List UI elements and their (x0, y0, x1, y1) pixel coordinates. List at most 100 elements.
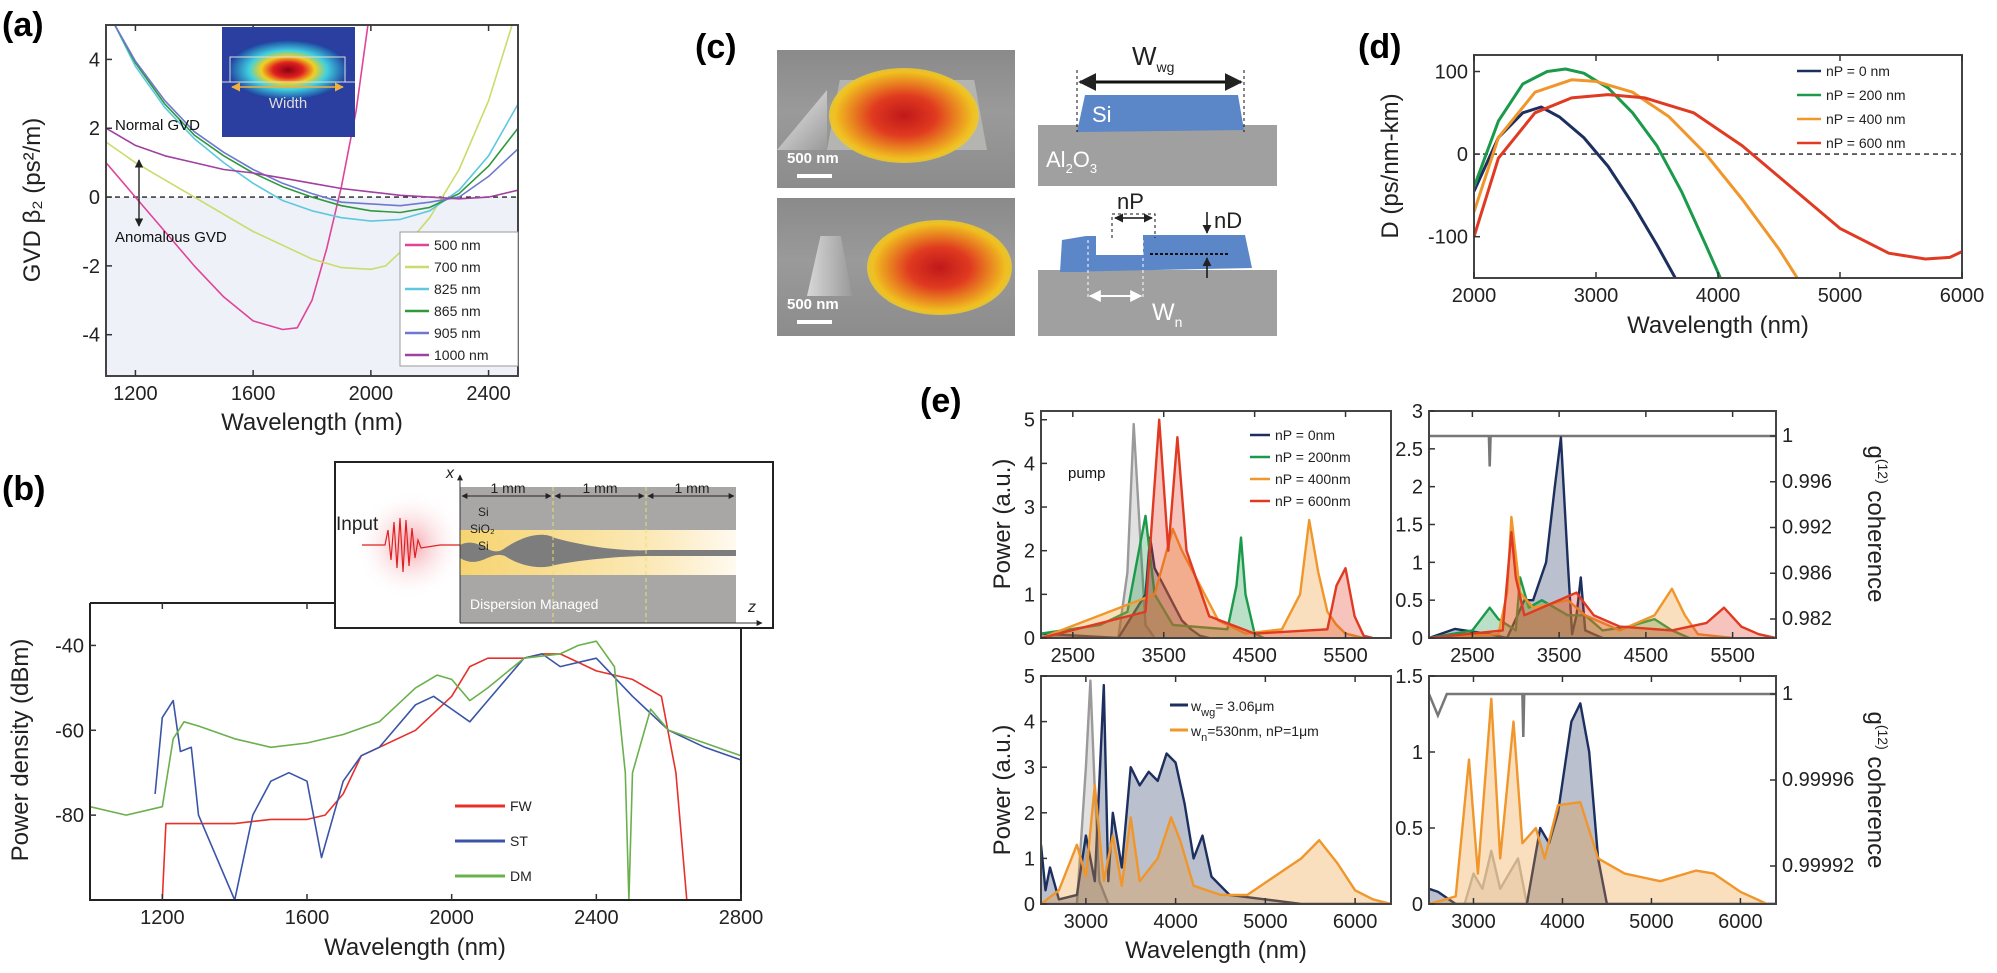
chart-e1: 2500 3500 4500 5500 0 1 2 3 4 5 Power (a.u.) (989, 410, 1392, 667)
y-tick-label: 1 (1024, 848, 1035, 870)
panel-label-c: (c) (695, 28, 737, 66)
legend-label: 700 nm (434, 259, 481, 275)
y-tick-label: 100 (1435, 62, 1468, 84)
panel-label-d: (d) (1358, 28, 1401, 66)
x-tick-label: 2500 (1450, 645, 1495, 667)
series-line-np-400-nm (1474, 78, 1799, 278)
legend-label: 500 nm (434, 237, 481, 253)
segment-3-label: 1 mm (675, 480, 710, 496)
y-tick-label: 0.5 (1395, 590, 1423, 612)
waveguide-schematic-notched: nP nD Wn (1038, 189, 1277, 336)
x-tick-label: 4500 (1232, 645, 1277, 667)
y-tick-label: 1 (1024, 584, 1035, 606)
y-axis-label: Power (a.u.) (989, 725, 1016, 856)
x-axis-label: Wavelength (nm) (1125, 937, 1307, 964)
x-tick-label: 2800 (719, 907, 764, 929)
legend-a: 500 nm 700 nm 825 nm 865 nm 905 nm 1000 nm (399, 231, 519, 367)
y-tick-label: 1 (1412, 742, 1423, 764)
series-fill-0 (1429, 437, 1603, 638)
y-tick-label: 0 (1024, 628, 1035, 650)
legend-e-bottom: wwg= 3.06μm wn=530nm, nP=1μm (1170, 698, 1319, 744)
sio2-label: SiO₂ (470, 522, 495, 536)
y-tick-label: -4 (82, 325, 100, 347)
y-tick-label: 2 (1024, 541, 1035, 563)
series-line-1000-nm (106, 127, 518, 200)
mode-profile-inset: Width (222, 27, 355, 137)
series-line-st (154, 653, 741, 900)
y-tick-label: 4 (89, 49, 100, 71)
plot-frame (1040, 410, 1392, 639)
y-axis-label: Power (a.u.) (989, 459, 1016, 590)
x-tick-label: 1200 (140, 907, 185, 929)
x-tick-label: 3000 (1574, 285, 1619, 307)
legend-d: nP = 0 nm nP = 200 nm nP = 400 nm nP = 600 … (1797, 63, 1906, 151)
input-pulse-icon (362, 517, 460, 573)
y-axis-label: Power density (dBm) (7, 639, 34, 862)
x-axis-label: Wavelength (nm) (221, 409, 403, 436)
y-tick-label: 5 (1024, 410, 1035, 432)
series-fill-2 (1429, 698, 1768, 904)
wn-label: Wn (1152, 299, 1182, 330)
series-fill-1 (1429, 577, 1690, 638)
y-tick-label: 2 (1412, 477, 1423, 499)
y-tick-label: 2.5 (1395, 439, 1423, 461)
segment-1-label: 1 mm (491, 480, 526, 496)
x-tick-label: 5500 (1710, 645, 1755, 667)
x-tick-label: 2000 (429, 907, 474, 929)
y2-tick-label: 0.992 (1782, 517, 1832, 539)
sem-image-standard-waveguide: 500 nm (777, 50, 1015, 188)
legend-label: 1000 nm (434, 347, 488, 363)
nd-label: nD (1214, 208, 1242, 233)
x-tick-label: 4000 (1153, 911, 1198, 933)
legend-label: FW (510, 798, 533, 814)
y2-tick-label: 0.99992 (1782, 855, 1854, 877)
x-tick-label: 1200 (113, 383, 158, 405)
series-line-np-600nm (1429, 530, 1776, 638)
y-tick-label: 0.5 (1395, 818, 1423, 840)
x-tick-label: 2400 (574, 907, 619, 929)
legend-label: nP = 600nm (1275, 493, 1351, 509)
series-line-fw (161, 653, 688, 900)
y-tick-label: 2 (1024, 803, 1035, 825)
y-tick-label: -80 (55, 805, 84, 827)
panel-label-a: (a) (2, 6, 44, 44)
chart-b: 1200 1600 2000 2400 2800 -80 -60 -40 Wavelength … (7, 602, 764, 961)
legend-label: nP = 200 nm (1826, 87, 1906, 103)
width-label: Width (269, 95, 307, 112)
y-tick-label: -2 (82, 256, 100, 278)
series-line-pump (1041, 422, 1156, 638)
x-tick-label: 2400 (466, 383, 511, 405)
y-tick-label: 4 (1024, 453, 1035, 475)
panel-label-e: (e) (920, 382, 962, 420)
si-label: Si (1092, 102, 1112, 127)
legend-label: nP = 400 nm (1826, 111, 1906, 127)
anomalous-gvd-label: Anomalous GVD (115, 229, 227, 246)
y-tick-label: 3 (1024, 757, 1035, 779)
series-fill-1 (1041, 685, 1391, 904)
legend-label: 825 nm (434, 281, 481, 297)
y-tick-label: 3 (1412, 401, 1423, 423)
legend-label: nP = 600 nm (1826, 135, 1906, 151)
y-tick-label: 5 (1024, 666, 1035, 688)
segment-2-label: 1 mm (583, 480, 618, 496)
panel-a-annotations: Normal GVD Anomalous GVD Width (115, 27, 355, 246)
y-tick-label: 0 (1412, 628, 1423, 650)
series-line-np-400nm (1041, 518, 1364, 638)
series-fill-4 (1041, 419, 1373, 638)
y-tick-label: -40 (55, 635, 84, 657)
x-tick-label: 4000 (1696, 285, 1741, 307)
x-tick-label: 2000 (349, 383, 394, 405)
x-axis-label: Wavelength (nm) (324, 934, 506, 961)
series-line-np-0nm (1429, 436, 1603, 638)
coherence-axis-label: g(12) coherence (1862, 711, 1891, 868)
chart-e4: 3000 4000 5000 6000 0 0.5 1 1.5 1 0.99996 0.99992 g… (1395, 666, 1891, 933)
series-line-pump (1429, 849, 1776, 904)
series-line-w-n-530nm-np-1-m (1041, 784, 1391, 904)
chart-e2: 2500 3500 4500 5500 0 0.5 1 1.5 2 2.5 3 1 0.996 0.992… (1395, 401, 1891, 667)
y-tick-label: 1 (1412, 552, 1423, 574)
waveguide-schematic-standard: Wwg Si Al2O3 (1038, 41, 1277, 186)
x-tick-label: 1600 (285, 907, 330, 929)
series-line-700-nm (106, 25, 513, 271)
legend-label: 905 nm (434, 325, 481, 341)
